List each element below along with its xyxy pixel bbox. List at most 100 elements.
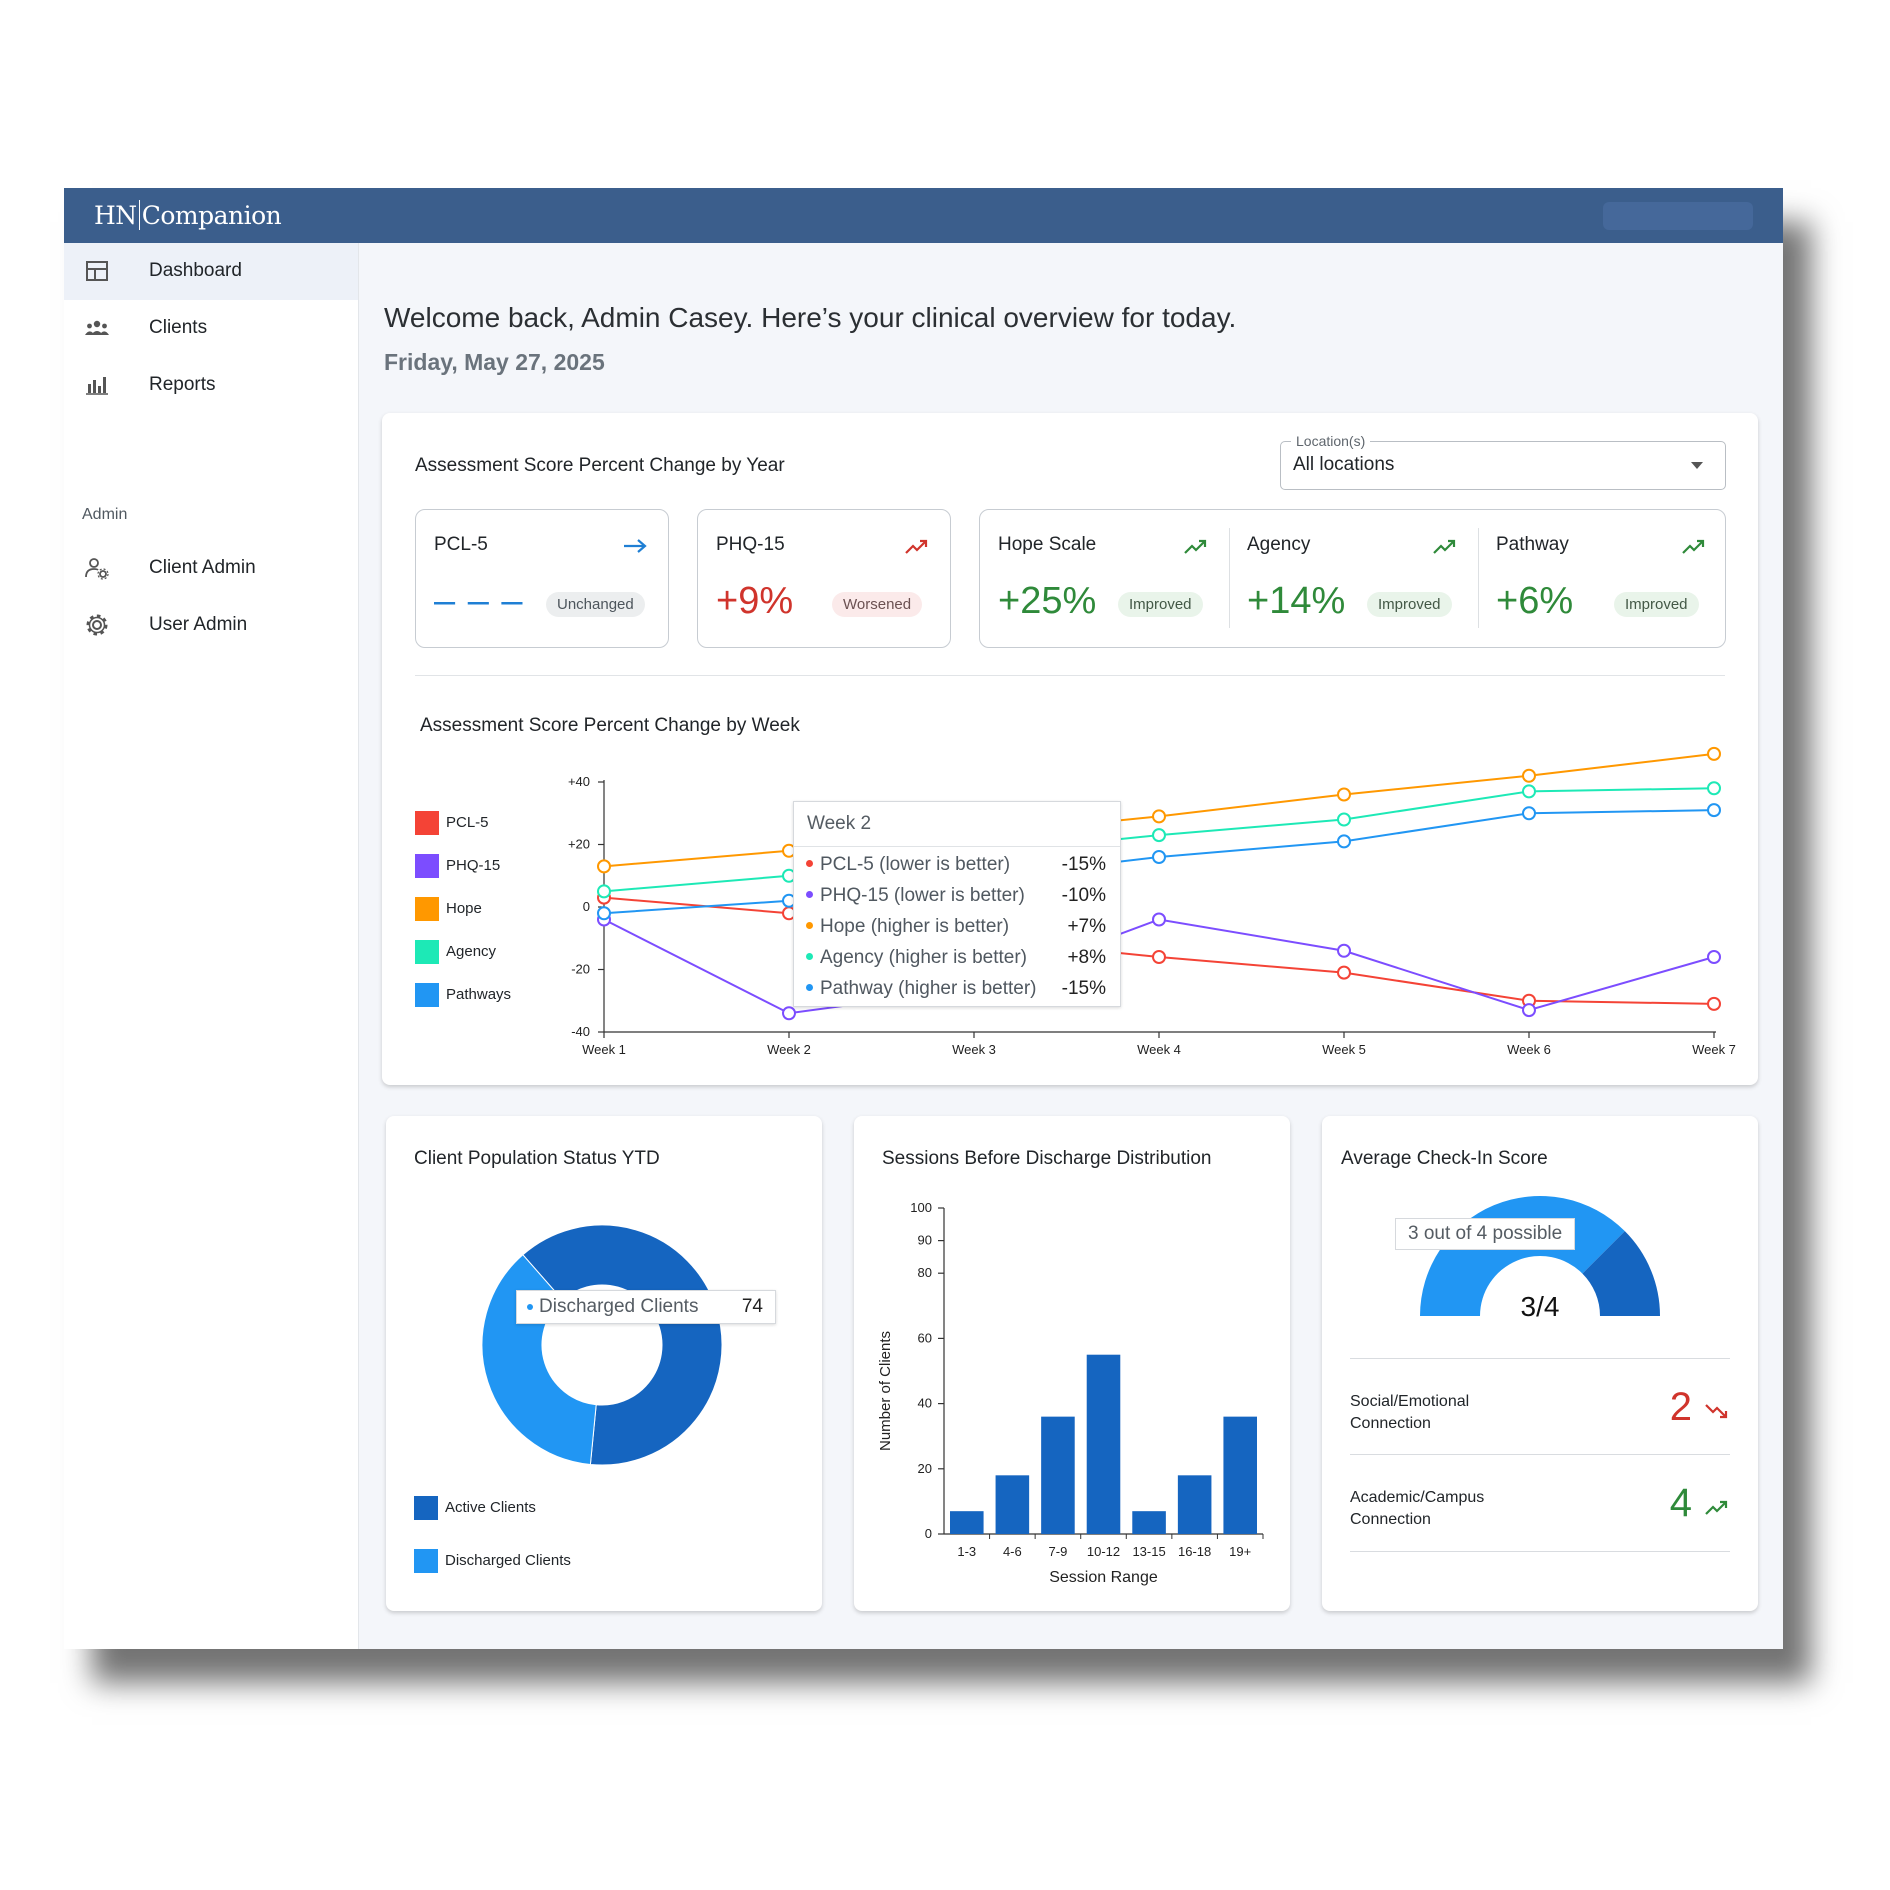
- tooltip-row: Hope (higher is better) +7%: [806, 916, 1106, 938]
- sidebar-item-reports[interactable]: Reports: [64, 357, 358, 414]
- status-badge: Improved: [1118, 592, 1203, 617]
- status-badge: Improved: [1614, 592, 1699, 617]
- donut-slice: [481, 1254, 597, 1465]
- tooltip-row: PCL-5 (lower is better) -15%: [806, 854, 1106, 876]
- logo-right-text: Companion: [141, 201, 282, 230]
- bar: [1223, 1416, 1257, 1534]
- score-name: Pathway: [1496, 534, 1569, 555]
- sidebar-item-label: Reports: [149, 374, 216, 395]
- y-tick-label: 0: [925, 1526, 932, 1541]
- chart-tooltip: Week 2 PCL-5 (lower is better) -15% PHQ-1…: [793, 801, 1121, 1007]
- checkin-title: Average Check-In Score: [1341, 1148, 1548, 1169]
- sidebar-item-dashboard[interactable]: Dashboard: [64, 243, 358, 300]
- location-label: Location(s): [1291, 433, 1371, 449]
- x-tick-label: 7-9: [1049, 1544, 1068, 1559]
- dashboard-icon: [86, 261, 108, 281]
- data-point: [1152, 912, 1166, 927]
- app-window: HN Companion Dashboard Clients R: [64, 188, 1783, 1649]
- date-subtitle: Friday, May 27, 2025: [384, 349, 605, 375]
- status-badge: Improved: [1367, 592, 1452, 617]
- data-point: [597, 884, 611, 899]
- tooltip-value: 74: [741, 1296, 763, 1317]
- score-card-group: Hope Scale +25% Improved Agency +14% Imp…: [979, 509, 1726, 648]
- logo-left-text: HN: [94, 201, 137, 230]
- trending-up-icon: [1705, 1500, 1728, 1515]
- tooltip-label: Discharged Clients: [539, 1296, 699, 1317]
- x-tick-label: Week 1: [582, 1042, 626, 1057]
- data-point: [1337, 943, 1351, 958]
- data-point: [1152, 828, 1166, 843]
- checkin-value: 2: [1669, 1385, 1692, 1429]
- data-point: [1337, 834, 1351, 849]
- section-divider: [415, 675, 1725, 676]
- trending-down-icon: [1705, 1404, 1728, 1419]
- app-logo[interactable]: HN Companion: [94, 200, 282, 230]
- tooltip-title: Week 2: [807, 813, 872, 834]
- population-title: Client Population Status YTD: [414, 1148, 660, 1169]
- admin-section-label: Admin: [82, 506, 128, 523]
- bar: [950, 1511, 984, 1534]
- sidebar-item-client-admin[interactable]: Client Admin: [64, 540, 358, 597]
- score-value: +9%: [716, 580, 794, 622]
- trending-up-icon: [1184, 539, 1207, 554]
- gauge-tooltip: 3 out of 4 possible: [1395, 1218, 1576, 1250]
- trending-up-icon: [1433, 539, 1456, 554]
- y-tick-label: +20: [568, 837, 590, 852]
- welcome-heading: Welcome back, Admin Casey. Here’s your c…: [384, 302, 1237, 333]
- sessions-card: Sessions Before Discharge Distribution 0…: [854, 1116, 1290, 1611]
- arrow-right-icon: [624, 539, 647, 553]
- sidebar: Dashboard Clients Reports Admin: [64, 243, 359, 1649]
- bar: [1041, 1416, 1075, 1534]
- checkin-label: Academic/Campus Connection: [1350, 1489, 1485, 1528]
- data-point: [1152, 850, 1166, 864]
- client-population-card: Client Population Status YTD Discharged …: [386, 1116, 822, 1611]
- sidebar-item-label: User Admin: [149, 614, 248, 635]
- x-tick-label: Week 3: [952, 1042, 996, 1057]
- sidebar-item-clients[interactable]: Clients: [64, 300, 358, 357]
- bar: [995, 1475, 1030, 1534]
- tooltip-row: Agency (higher is better) +8%: [806, 947, 1106, 969]
- series-line: [603, 918, 1715, 1015]
- y-tick-label: 20: [918, 1461, 932, 1476]
- x-tick-label: Week 5: [1322, 1042, 1366, 1057]
- location-select[interactable]: Location(s) All locations: [1280, 433, 1726, 490]
- data-point: [597, 906, 611, 921]
- score-name: PCL-5: [434, 534, 488, 555]
- people-icon: [85, 320, 109, 335]
- x-tick-label: 10-12: [1087, 1544, 1120, 1559]
- tooltip-row: PHQ-15 (lower is better) -10%: [806, 885, 1106, 907]
- chevron-down-icon: [1691, 462, 1703, 469]
- main-content: Welcome back, Admin Casey. Here’s your c…: [358, 243, 1783, 1649]
- y-tick-label: -20: [571, 962, 590, 977]
- sessions-bar-chart: 0 20 40 60 80 90 100 1-3 4-6 7-9 10-12 13-15 16-18 19…: [877, 1200, 1264, 1586]
- checkin-value: 4: [1669, 1481, 1692, 1525]
- data-point: [1337, 965, 1351, 980]
- data-point: [597, 859, 611, 874]
- score-name: Hope Scale: [998, 534, 1097, 555]
- topbar-user-field[interactable]: [1603, 202, 1753, 230]
- data-point: [1707, 746, 1721, 761]
- checkin-row-academic: Academic/Campus Connection 4: [1350, 1454, 1730, 1552]
- data-point: [1152, 950, 1166, 964]
- sessions-title: Sessions Before Discharge Distribution: [882, 1148, 1212, 1169]
- trending-up-icon: [1682, 539, 1705, 554]
- location-value: All locations: [1293, 454, 1395, 475]
- status-badge: Worsened: [832, 592, 923, 617]
- x-tick-label: Week 2: [767, 1042, 811, 1057]
- x-tick-label: 16-18: [1178, 1544, 1211, 1559]
- bar: [1086, 1354, 1121, 1534]
- y-tick-label: 40: [918, 1396, 932, 1411]
- data-point: [1522, 1003, 1536, 1018]
- score-value: +14%: [1247, 580, 1346, 622]
- y-tick-label: 60: [918, 1330, 932, 1345]
- score-name: PHQ-15: [716, 534, 785, 555]
- x-tick-label: 19+: [1229, 1544, 1251, 1559]
- x-tick-label: Week 7: [1692, 1042, 1736, 1057]
- trending-up-icon: [905, 539, 928, 554]
- score-value: +25%: [998, 580, 1097, 622]
- checkin-label: Social/Emotional Connection: [1350, 1393, 1470, 1432]
- bar: [1132, 1511, 1166, 1534]
- checkin-card: Average Check-In Score 3 out of 4 possib…: [1322, 1116, 1758, 1611]
- sidebar-item-user-admin[interactable]: User Admin: [64, 597, 358, 654]
- x-tick-label: Week 4: [1137, 1042, 1181, 1057]
